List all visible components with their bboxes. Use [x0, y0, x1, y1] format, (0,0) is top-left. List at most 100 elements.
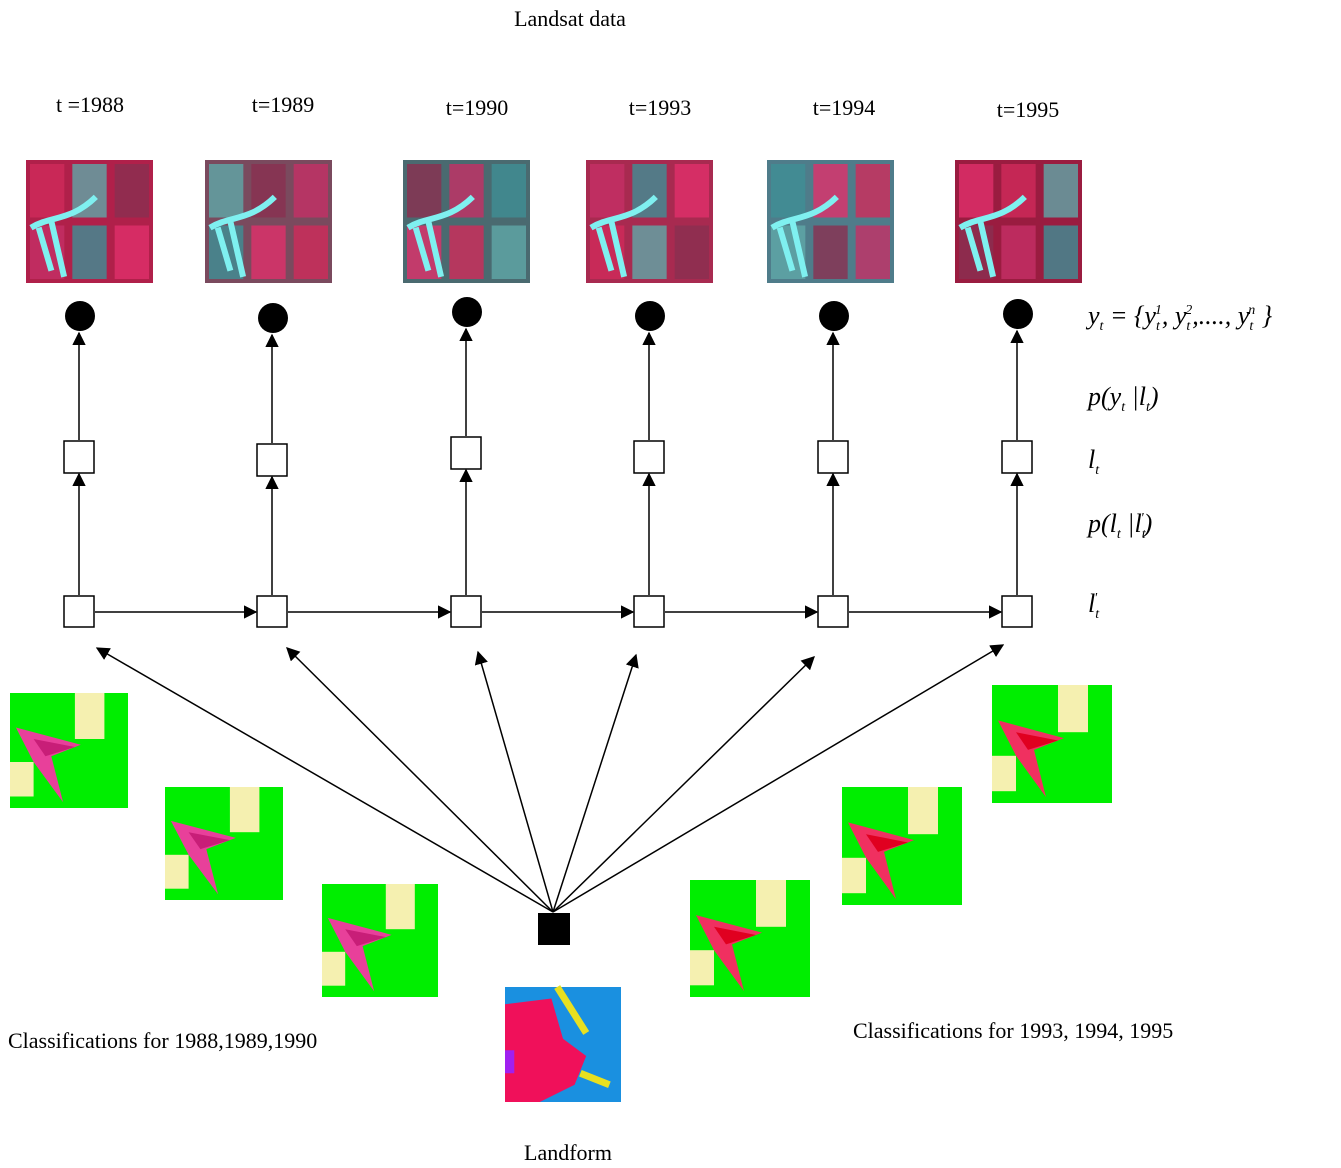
- formula-part: |: [1121, 509, 1135, 538]
- label-node: [818, 441, 848, 473]
- image-patch: [842, 858, 866, 893]
- image-patch: [322, 952, 345, 986]
- label-node: [1002, 441, 1032, 473]
- year-label: t=1989: [252, 92, 315, 117]
- formula-part: t: [1186, 319, 1191, 334]
- classification-image: [322, 884, 438, 997]
- image-patch: [856, 226, 890, 280]
- image-patch: [30, 164, 64, 218]
- classification-image: [10, 693, 128, 808]
- formula-part: y: [1085, 301, 1100, 330]
- landsat-image: [26, 160, 153, 283]
- formula-part: l: [1139, 382, 1146, 411]
- year-label: t=1994: [813, 95, 876, 120]
- latent-node: [818, 596, 848, 627]
- latent-node: [257, 596, 287, 627]
- image-patch: [959, 164, 993, 218]
- landform-node: [538, 913, 570, 945]
- landsat-image: [586, 160, 713, 283]
- formula-part: p(: [1086, 382, 1111, 411]
- formula-part: ': [1094, 591, 1098, 606]
- image-patch: [251, 226, 285, 280]
- image-patch: [1058, 685, 1088, 732]
- latent-node: [1002, 596, 1032, 627]
- image-patch: [675, 226, 709, 280]
- formula: lt': [1088, 589, 1100, 622]
- image-patch: [72, 226, 106, 280]
- caption-right: Classifications for 1993, 1994, 1995: [853, 1018, 1173, 1043]
- formula-part: ,: [1162, 301, 1175, 330]
- formula: lt: [1088, 445, 1100, 478]
- image-patch: [294, 226, 328, 280]
- observation-node: [65, 301, 95, 331]
- latent-node: [451, 596, 481, 627]
- classification-image: [690, 880, 810, 997]
- image-patch: [230, 787, 260, 832]
- label-node: [257, 444, 287, 476]
- observation-node: [1003, 299, 1033, 329]
- image-patch: [1044, 226, 1078, 280]
- formula-part: n: [1248, 303, 1255, 318]
- image-patch: [992, 756, 1016, 791]
- diagram: Landsat data Classifications for 1988,19…: [0, 0, 1341, 1168]
- latent-node: [64, 596, 94, 627]
- latent-node: [634, 596, 664, 627]
- formula-part: l: [1110, 509, 1117, 538]
- image-patch: [115, 226, 149, 280]
- formula-part: 1: [1155, 303, 1162, 318]
- year-label: t=1993: [629, 95, 692, 120]
- formula-part: 2: [1185, 303, 1192, 318]
- landform-image: [505, 987, 621, 1102]
- year-label: t=1990: [446, 95, 509, 120]
- observation-node: [452, 297, 482, 327]
- arrow: [553, 655, 636, 912]
- landsat-image: [403, 160, 530, 283]
- image-patch: [165, 855, 189, 889]
- formula-part: t: [1095, 607, 1100, 622]
- formula-part: t: [1095, 463, 1100, 478]
- caption-landform: Landform: [524, 1140, 612, 1165]
- image-patch: [675, 164, 709, 218]
- landsat-image: [955, 160, 1082, 283]
- classification-image: [992, 685, 1112, 803]
- formula-part: l: [1088, 445, 1095, 474]
- image-patch: [492, 164, 526, 218]
- formula-part: |: [1125, 382, 1139, 411]
- formula-part: ,....,: [1192, 301, 1238, 330]
- image-patch: [771, 164, 805, 218]
- formula-part: y: [1107, 382, 1122, 411]
- image-patch: [492, 226, 526, 280]
- image-patch: [632, 226, 666, 280]
- arrow: [287, 648, 553, 912]
- classification-image: [842, 787, 962, 905]
- arrow: [553, 657, 814, 912]
- image-patch: [10, 762, 34, 797]
- observation-node: [635, 301, 665, 331]
- formula: yt = {yt1, yt2,...., ytn }: [1085, 301, 1273, 334]
- year-label: t =1988: [56, 92, 124, 117]
- image-patch: [505, 1050, 514, 1073]
- image-patch: [856, 164, 890, 218]
- year-label: t=1995: [997, 97, 1060, 122]
- formula-part: = {: [1103, 301, 1145, 330]
- image-patch: [75, 693, 105, 739]
- image-patch: [1044, 164, 1078, 218]
- image-patch: [386, 884, 415, 929]
- image-patch: [407, 164, 441, 218]
- observation-node: [258, 303, 288, 333]
- label-node: [634, 441, 664, 473]
- formula: p(lt |lt'): [1086, 509, 1152, 542]
- caption-left: Classifications for 1988,1989,1990: [8, 1028, 317, 1053]
- arrow: [478, 652, 553, 912]
- observation-node: [819, 301, 849, 331]
- classification-image: [165, 787, 283, 900]
- image-patch: [756, 880, 786, 927]
- landsat-image: [767, 160, 894, 283]
- label-node: [64, 441, 94, 473]
- formula: p(yt |lt): [1086, 382, 1159, 415]
- title: Landsat data: [514, 6, 626, 31]
- image-patch: [908, 787, 938, 834]
- image-patch: [690, 950, 714, 985]
- label-node: [451, 437, 481, 469]
